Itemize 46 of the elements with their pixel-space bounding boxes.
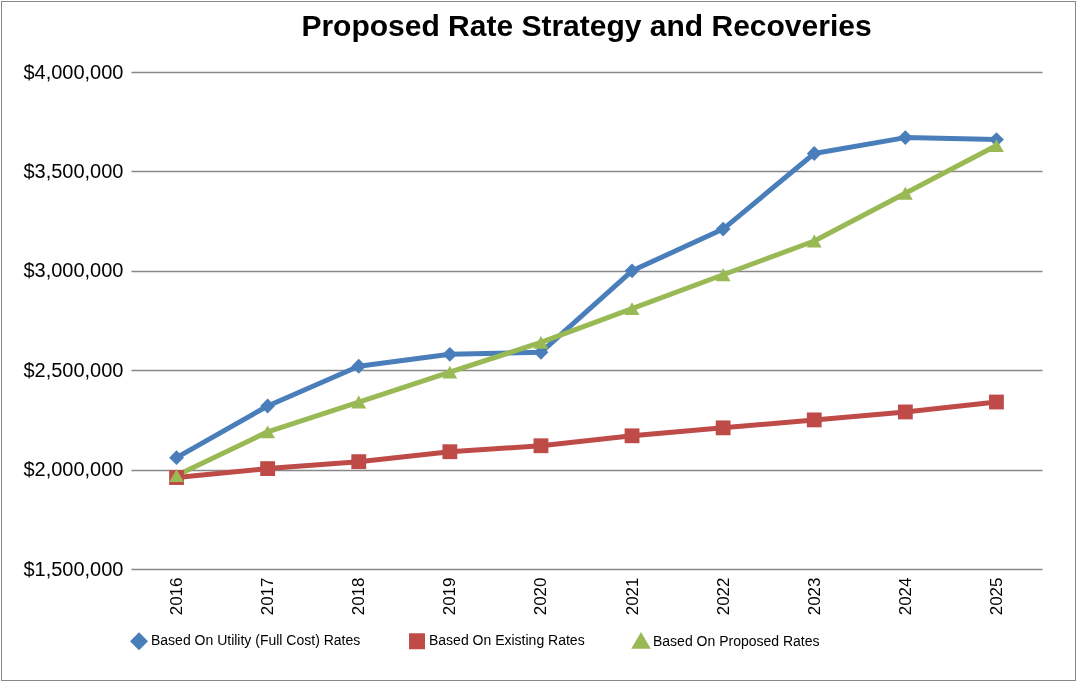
point <box>989 394 1004 410</box>
chart-title: Proposed Rate Strategy and Recoveries <box>301 9 872 42</box>
point <box>715 221 731 237</box>
point <box>897 130 913 146</box>
y-tick-label: $2,500,000 <box>23 358 124 381</box>
x-tick-label: 2016 <box>167 577 187 616</box>
x-tick-label: 2017 <box>258 577 278 616</box>
point <box>533 438 549 454</box>
point <box>806 234 822 248</box>
x-tick-label: 2023 <box>804 577 824 616</box>
x-tick-label: 2021 <box>622 577 642 616</box>
y-tick-label: $3,000,000 <box>23 259 124 282</box>
point <box>260 398 276 414</box>
y-tick-label: $1,500,000 <box>23 557 124 580</box>
point <box>351 395 367 409</box>
legend-label: Based On Existing Rates <box>429 632 585 649</box>
point <box>533 335 549 349</box>
x-tick-label: 2025 <box>986 577 1006 616</box>
x-tick-label: 2024 <box>895 577 915 616</box>
legend-label: Based On Utility (Full Cost) Rates <box>151 632 361 649</box>
y-tick-label: $4,000,000 <box>23 60 124 83</box>
x-tick-label: 2018 <box>349 577 369 616</box>
point <box>169 450 184 466</box>
point <box>715 268 731 282</box>
point <box>442 444 458 460</box>
x-tick-label: 2019 <box>440 577 460 616</box>
x-tick-label: 2022 <box>713 577 733 616</box>
y-tick-label: $3,500,000 <box>23 159 124 182</box>
point <box>715 420 731 436</box>
y-tick-label: $2,000,000 <box>23 458 124 481</box>
point <box>897 186 913 200</box>
point <box>624 428 640 444</box>
point <box>624 302 640 315</box>
point <box>260 425 276 439</box>
legend-label: Based On Proposed Rates <box>653 632 820 649</box>
point <box>897 404 913 420</box>
x-tick-label: 2020 <box>531 577 551 616</box>
point <box>806 412 822 428</box>
point <box>806 146 822 161</box>
point <box>351 358 367 374</box>
point <box>989 139 1004 152</box>
point <box>442 365 458 379</box>
point <box>624 263 640 279</box>
point <box>351 454 367 470</box>
point <box>260 461 276 477</box>
point <box>442 346 458 362</box>
